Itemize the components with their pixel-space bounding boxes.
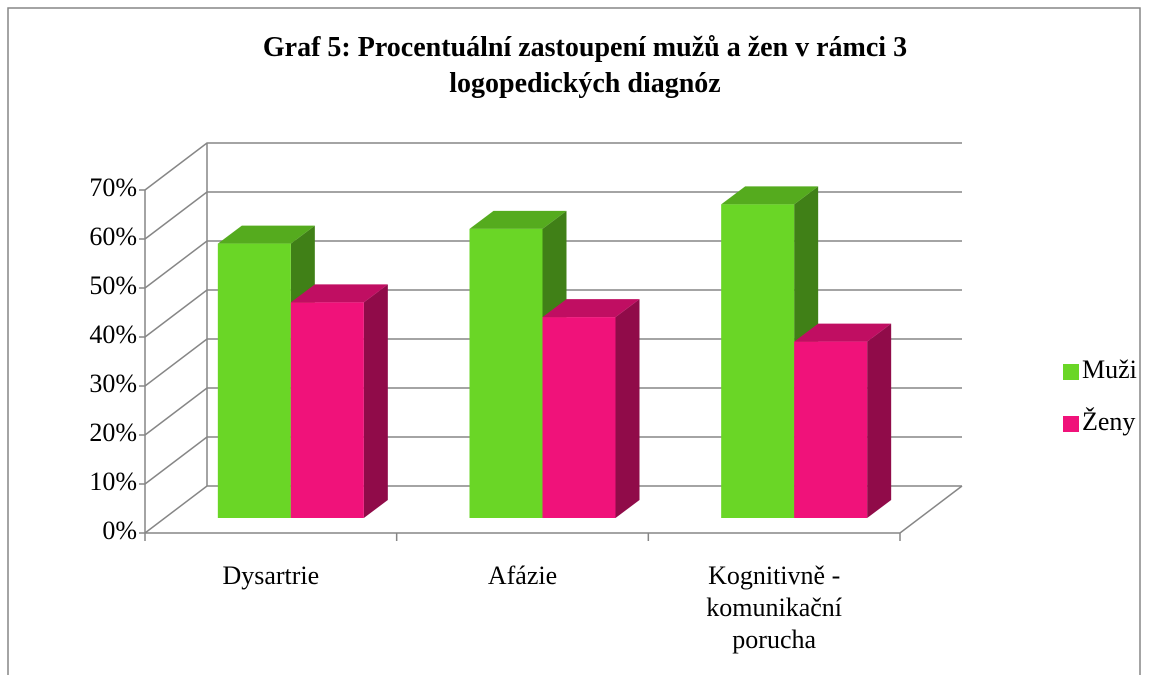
legend-label: Ženy bbox=[1082, 407, 1135, 436]
legend-swatch bbox=[1063, 364, 1079, 380]
frame bbox=[7, 7, 1141, 675]
legend-swatch bbox=[1063, 416, 1079, 432]
bar-side bbox=[867, 323, 892, 518]
grid-line bbox=[144, 142, 962, 191]
bar bbox=[469, 228, 543, 518]
bar bbox=[721, 204, 795, 518]
y-tick-label: 70% bbox=[89, 173, 137, 202]
y-tick-label: 40% bbox=[89, 320, 137, 349]
bar-top bbox=[290, 284, 388, 303]
bar bbox=[290, 302, 364, 518]
bar bbox=[217, 243, 291, 518]
bar-side bbox=[615, 299, 640, 518]
bar-top bbox=[217, 225, 315, 244]
y-tick-label: 0% bbox=[102, 516, 137, 545]
bar-top bbox=[721, 186, 819, 205]
x-tick-label: Dysartrie bbox=[222, 561, 320, 590]
y-tick-label: 20% bbox=[89, 418, 137, 447]
legend-label: Muži bbox=[1082, 355, 1137, 384]
x-tick-label: Afázie bbox=[487, 561, 558, 590]
chart-title: Graf 5: Procentuální zastoupení mužů a ž… bbox=[262, 32, 908, 99]
x-tick-label: Kognitivně - komunikační porucha bbox=[706, 561, 843, 654]
bar-top bbox=[542, 299, 640, 318]
y-tick-label: 60% bbox=[89, 222, 137, 251]
bar bbox=[542, 317, 616, 518]
y-tick-label: 10% bbox=[89, 467, 137, 496]
bar-top bbox=[469, 210, 567, 229]
bar-top bbox=[794, 323, 892, 342]
y-tick-label: 30% bbox=[89, 369, 137, 398]
bar-side bbox=[363, 284, 388, 518]
y-tick-label: 50% bbox=[89, 271, 137, 300]
bar bbox=[794, 341, 868, 518]
